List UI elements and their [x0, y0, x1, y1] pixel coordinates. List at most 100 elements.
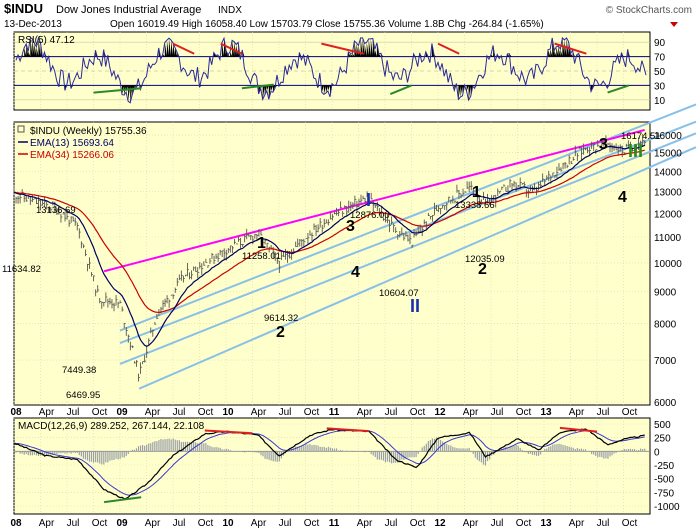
x-tick-label: 12 — [434, 407, 446, 418]
macd-tick-label: -500 — [654, 475, 674, 486]
price-label: 12035.09 — [465, 254, 505, 265]
rsi-panel: RSI(5) 47.12 90 70 50 30 10 — [13, 31, 666, 111]
x-tick-label: Jul — [279, 407, 292, 418]
wave-label: 3 — [599, 136, 608, 153]
wave-label: 4 — [351, 264, 360, 281]
price-label: 10604.07 — [379, 288, 419, 299]
macd-tick-label: -250 — [654, 461, 674, 472]
chart-symbol: $INDU — [4, 1, 43, 16]
wave-label: II — [410, 296, 420, 316]
price-label: 13136.69 — [36, 205, 76, 216]
x-tick-label: Apr — [145, 518, 161, 529]
quote-line: Open 16019.49 High 16058.40 Low 15703.79… — [110, 19, 544, 30]
x-tick-label: Oct — [304, 407, 320, 418]
rsi-divergence-line — [321, 42, 365, 55]
price-tick-label: 13000 — [654, 188, 682, 199]
wave-label: 4 — [618, 189, 627, 206]
x-tick-label: 08 — [10, 407, 22, 418]
macd-tick-label: -1000 — [654, 502, 680, 513]
macd-divergence-line — [326, 427, 370, 433]
legend-item: EMA(13) 15693.64 — [30, 138, 114, 149]
price-tick-label: 8000 — [654, 320, 677, 331]
x-tick-label: Oct — [622, 407, 638, 418]
x-tick-label: Oct — [198, 518, 214, 529]
x-tick-label: Apr — [39, 518, 55, 529]
price-tick-label: 11000 — [654, 233, 682, 244]
x-tick-label: 10 — [222, 518, 234, 529]
x-axis-bottom: 08 Apr Jul Oct 09 Apr Jul Oct 10 Apr Jul Oct 11 Apr Ju… — [10, 518, 637, 529]
ema13-line — [13, 144, 645, 347]
x-tick-label: Jul — [173, 518, 186, 529]
rsi-overbought-fill — [18, 37, 630, 57]
x-tick-label: Apr — [463, 518, 479, 529]
wave-label: 3 — [346, 218, 355, 235]
price-tick-label: 9000 — [654, 288, 677, 299]
price-label: 11258.01 — [242, 251, 281, 262]
x-tick-label: 13 — [540, 518, 552, 529]
chart-date: 13-Dec-2013 — [4, 19, 62, 30]
price-tick-label: 7000 — [654, 356, 677, 367]
macd-tick-label: 0 — [654, 447, 660, 458]
x-tick-label: 12 — [434, 518, 446, 529]
x-tick-label: Jul — [491, 518, 504, 529]
x-tick-label: Apr — [569, 407, 585, 418]
macd-divergence-line — [559, 426, 598, 433]
price-tick-label: 12000 — [654, 209, 682, 220]
x-tick-label: Oct — [198, 407, 214, 418]
x-tick-label: 09 — [116, 518, 128, 529]
x-tick-label: Jul — [597, 407, 610, 418]
x-tick-label: Jul — [279, 518, 292, 529]
x-tick-label: 08 — [10, 518, 22, 529]
price-tick-label: 16000 — [654, 131, 682, 142]
x-tick-label: Apr — [39, 407, 55, 418]
price-label: 9614.32 — [264, 313, 298, 324]
x-tick-label: Oct — [304, 518, 320, 529]
rsi-divergence-line — [607, 84, 630, 94]
rsi-divergence-line — [554, 42, 587, 55]
x-tick-label: Apr — [357, 518, 373, 529]
ema34-line — [13, 149, 645, 313]
rsi-divergence-line — [93, 87, 142, 94]
x-tick-label: Oct — [410, 518, 426, 529]
macd-divergence-line — [204, 429, 253, 435]
x-tick-label: Jul — [67, 518, 80, 529]
x-tick-label: Apr — [145, 407, 161, 418]
x-tick-label: 13 — [540, 407, 552, 418]
rsi-divergence-line — [389, 84, 412, 95]
rsi-divergence-line — [172, 42, 195, 55]
trendline-magenta — [103, 128, 645, 273]
x-tick-label: Oct — [516, 518, 532, 529]
rsi-tick-label: 30 — [654, 81, 666, 92]
price-tick-label: 15000 — [654, 149, 682, 160]
x-tick-label: Jul — [385, 407, 398, 418]
wave-label: 1 — [257, 235, 266, 252]
legend-item: $INDU (Weekly) 15755.36 — [30, 126, 147, 137]
x-tick-label: Jul — [491, 407, 504, 418]
x-tick-label: 09 — [116, 407, 128, 418]
price-tick-label: 14000 — [654, 167, 682, 178]
rsi-label: RSI(5) 47.12 — [18, 35, 75, 46]
x-tick-label: Apr — [569, 518, 585, 529]
rsi-line — [15, 36, 647, 104]
macd-signal-line — [13, 429, 645, 496]
price-label: 16174.51 — [621, 131, 661, 142]
x-tick-label: 10 — [222, 407, 234, 418]
legend-item: EMA(34) 15266.06 — [30, 150, 114, 161]
chart-name: Dow Jones Industrial Average — [56, 4, 201, 16]
x-tick-label: Apr — [463, 407, 479, 418]
x-axis-mid: 08 Apr Jul Oct 09 Apr Jul Oct 10 Apr Jul Oct 11 Apr Ju… — [10, 407, 637, 418]
wave-label: I — [366, 190, 371, 210]
channel-upper-line — [119, 120, 697, 345]
channel-lower-line — [138, 146, 697, 390]
price-label: 11634.82 — [2, 264, 41, 275]
price-tick-label: 6000 — [654, 398, 677, 409]
x-tick-label: Jul — [385, 518, 398, 529]
x-tick-label: Oct — [410, 407, 426, 418]
x-tick-label: 11 — [329, 407, 340, 418]
wave-label: 1 — [472, 184, 481, 201]
price-label: 7449.38 — [62, 365, 96, 376]
x-tick-label: Oct — [516, 407, 532, 418]
rsi-divergence-line — [220, 42, 243, 55]
x-tick-label: Jul — [67, 407, 80, 418]
